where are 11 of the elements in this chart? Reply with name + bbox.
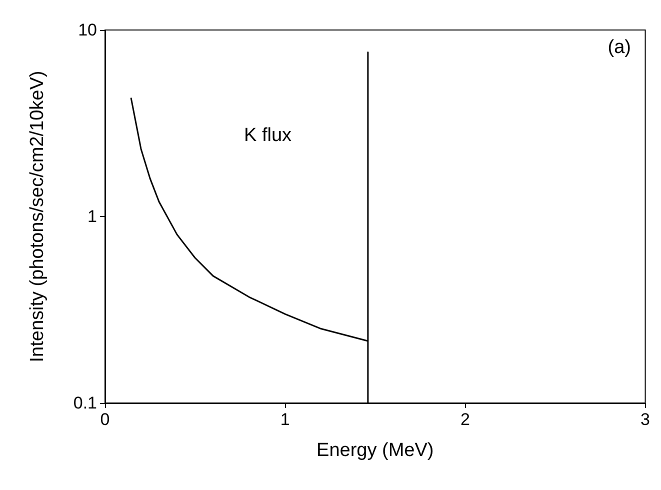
x-tick-label: 1 [280,410,290,429]
x-tick-label: 2 [460,410,470,429]
x-tick-label: 3 [640,410,650,429]
x-axis-title: Energy (MeV) [316,440,434,461]
y-tick-label: 10 [78,20,97,40]
y-axis-title: Intensity (photons/sec/cm2/10keV) [27,70,48,362]
annotation: K flux [244,125,292,146]
y-tick-label: 0.1 [73,394,97,412]
y-tick-label: 1 [88,207,97,226]
x-tick-label: 0 [100,410,110,429]
annotation: (a) [608,37,632,58]
